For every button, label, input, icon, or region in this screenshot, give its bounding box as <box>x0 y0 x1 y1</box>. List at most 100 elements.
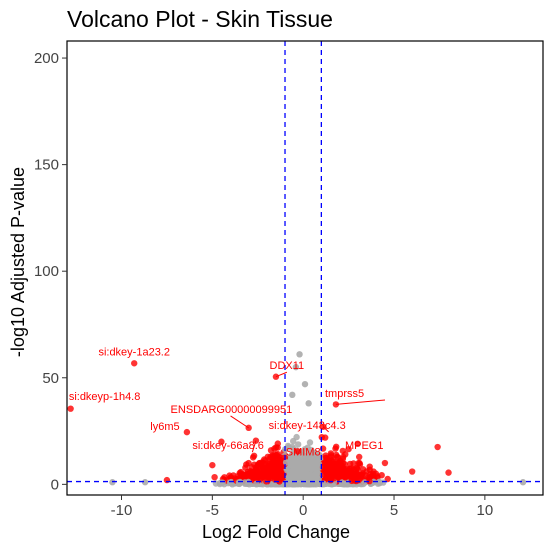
nonsignificant-gene-point <box>308 446 315 454</box>
significant-gene-point <box>183 428 191 436</box>
x-tick-label: -10 <box>111 502 133 519</box>
noise-layer <box>211 433 391 488</box>
plot-panel-border <box>66 40 544 496</box>
significant-gene-point <box>353 469 360 477</box>
nonsignificant-gene-point <box>315 470 322 477</box>
significant-gene-point <box>131 360 138 367</box>
significant-gene-point <box>277 476 284 483</box>
nonsignificant-gene-point <box>292 458 299 465</box>
nonsignificant-gene-point <box>217 479 225 486</box>
nonsignificant-gene-point <box>299 465 306 473</box>
nonsignificant-gene-point <box>341 481 348 488</box>
x-axis-title: Log2 Fold Change <box>202 522 350 542</box>
gene-label: si:dkey-1a23.2 <box>98 346 170 358</box>
significant-gene-point <box>408 468 416 475</box>
significant-gene-point <box>322 461 329 469</box>
nonsignificant-gene-point <box>310 455 318 462</box>
nonsignificant-gene-point <box>227 479 234 486</box>
significant-gene-point <box>354 440 361 448</box>
marks-layer <box>67 351 527 486</box>
significant-gene-point <box>272 373 280 380</box>
label-connector <box>251 440 257 453</box>
label-connector <box>322 426 330 433</box>
significant-gene-point <box>251 461 258 468</box>
label-connector <box>230 415 249 429</box>
gene-label: ly6m5 <box>150 421 179 433</box>
significant-gene-point <box>327 474 335 482</box>
significant-gene-point <box>342 474 349 481</box>
significant-gene-point <box>355 459 362 467</box>
nonsignificant-gene-point <box>284 442 292 450</box>
significant-gene-point <box>218 438 225 445</box>
significant-gene-point <box>262 460 269 468</box>
nonsignificant-gene-point <box>303 478 310 485</box>
nonsignificant-gene-point <box>296 351 303 358</box>
significant-gene-point <box>239 471 246 478</box>
significant-gene-point <box>211 474 218 481</box>
significant-gene-point <box>384 475 391 483</box>
gene-label: si:dkey-148c4.3 <box>269 420 346 432</box>
significant-gene-point <box>273 462 280 469</box>
nonsignificant-gene-point <box>237 479 244 486</box>
significant-gene-point <box>381 459 389 467</box>
gene-label: ENSDARG00000099951 <box>171 404 293 416</box>
significant-gene-point <box>209 461 216 469</box>
nonsignificant-gene-point <box>301 380 309 388</box>
nonsignificant-gene-point <box>141 479 149 486</box>
y-tick-label: 100 <box>34 263 59 280</box>
nonsignificant-gene-point <box>361 479 368 486</box>
significant-gene-point <box>221 474 228 481</box>
significant-gene-point <box>294 448 301 455</box>
nonsignificant-gene-point <box>305 456 313 464</box>
significant-gene-point <box>345 469 353 476</box>
significant-gene-point <box>267 474 274 482</box>
gene-label: tmprss5 <box>325 388 364 400</box>
nonsignificant-gene-point <box>295 441 302 448</box>
nonsignificant-gene-point <box>315 478 322 485</box>
nonsignificant-gene-point <box>292 363 300 371</box>
gene-label: MPEG1 <box>345 440 384 452</box>
nonsignificant-gene-point <box>289 391 296 399</box>
y-tick-label: 50 <box>42 370 59 387</box>
significant-gene-point <box>163 476 171 484</box>
significant-gene-point <box>230 472 237 479</box>
significant-gene-point <box>322 434 329 441</box>
significant-gene-point <box>267 453 274 460</box>
nonsignificant-gene-point <box>293 433 300 441</box>
significant-gene-point <box>356 453 363 461</box>
gene-labels: si:dkey-1a23.2 si:dkeyp-1h4.8 DDX11 tmprss5… <box>69 346 386 459</box>
threshold-lines <box>67 41 543 495</box>
gene-label: si:dkeyp-1h4.8 <box>69 391 141 403</box>
significant-gene-point <box>67 405 74 412</box>
significant-gene-point <box>333 443 340 450</box>
significant-gene-point <box>250 472 257 480</box>
significant-gene-point <box>357 475 364 482</box>
nonsignificant-gene-point <box>315 460 322 467</box>
y-axis-title: -log10 Adjusted P-value <box>8 167 28 357</box>
nonsignificant-gene-point <box>306 439 314 446</box>
significant-gene-point <box>434 443 441 451</box>
significant-gene-point <box>250 452 258 459</box>
label-connector <box>335 399 386 405</box>
x-tick-label: -5 <box>206 502 219 519</box>
y-tick-label: 200 <box>34 50 59 67</box>
nonsignificant-gene-point <box>282 459 290 466</box>
significant-gene-point <box>345 445 352 453</box>
significant-gene-point <box>339 447 346 455</box>
chart-title: Volcano Plot - Skin Tissue <box>67 6 333 32</box>
nonsignificant-gene-point <box>284 467 291 474</box>
nonsignificant-gene-point <box>300 455 307 462</box>
significant-gene-point <box>337 458 344 465</box>
gene-label: SMIM8 <box>286 447 321 459</box>
significant-gene-point <box>271 445 278 452</box>
nonsignificant-gene-point <box>289 450 296 458</box>
nonsignificant-gene-point <box>302 471 309 479</box>
gene-label: DDX11 <box>270 360 305 372</box>
x-tick-label: 5 <box>390 502 398 519</box>
significant-gene-point <box>244 471 251 478</box>
significant-gene-point <box>445 469 452 476</box>
significant-gene-point <box>322 452 329 459</box>
